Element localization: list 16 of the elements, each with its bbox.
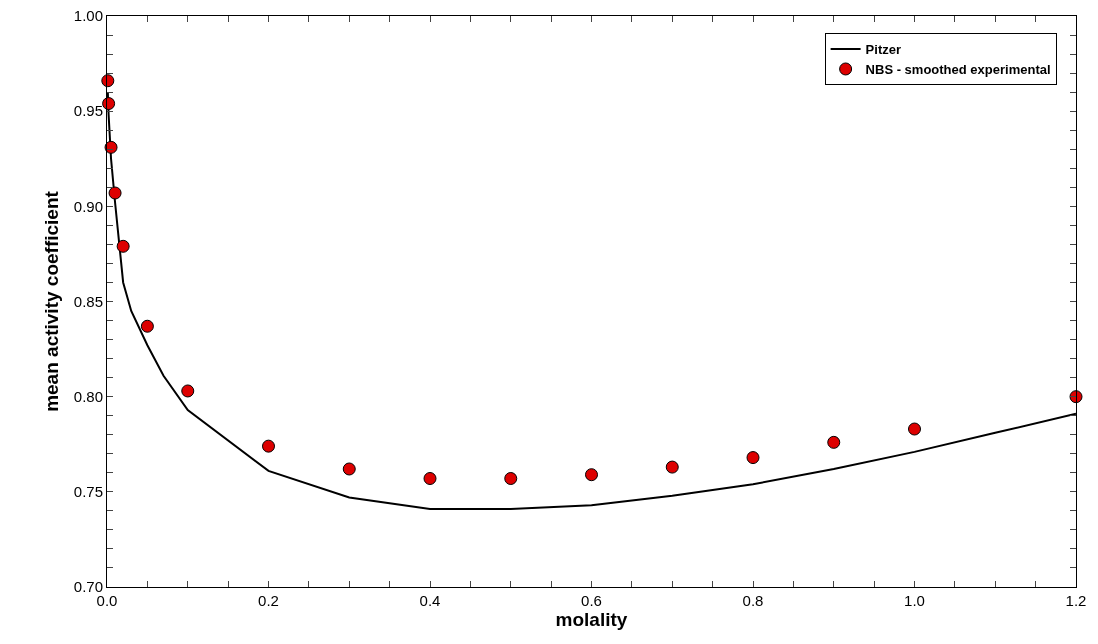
y-tick-label: 0.80 — [73, 387, 103, 405]
x-tick-label: 1.2 — [1065, 592, 1087, 609]
x-tick-label: 0.2 — [258, 592, 279, 609]
x-tick-label: 0.6 — [581, 592, 602, 609]
legend-label: Pitzer — [865, 42, 902, 58]
x-tick-label: 0.4 — [419, 592, 441, 609]
legend-label: NBS - smoothed experimental — [865, 62, 1051, 78]
x-axis-title: molality — [555, 609, 628, 630]
x-tick-label: 1.0 — [904, 592, 925, 609]
y-tick-label: 1.00 — [73, 7, 103, 25]
y-tick-label: 0.90 — [73, 197, 103, 215]
x-tick-label: 0.8 — [742, 592, 764, 609]
y-tick-label: 0.95 — [73, 102, 103, 120]
y-tick-label: 0.85 — [73, 292, 103, 310]
y-axis-title: mean activity coefficient — [40, 190, 62, 412]
y-tick-label: 0.75 — [73, 483, 103, 501]
